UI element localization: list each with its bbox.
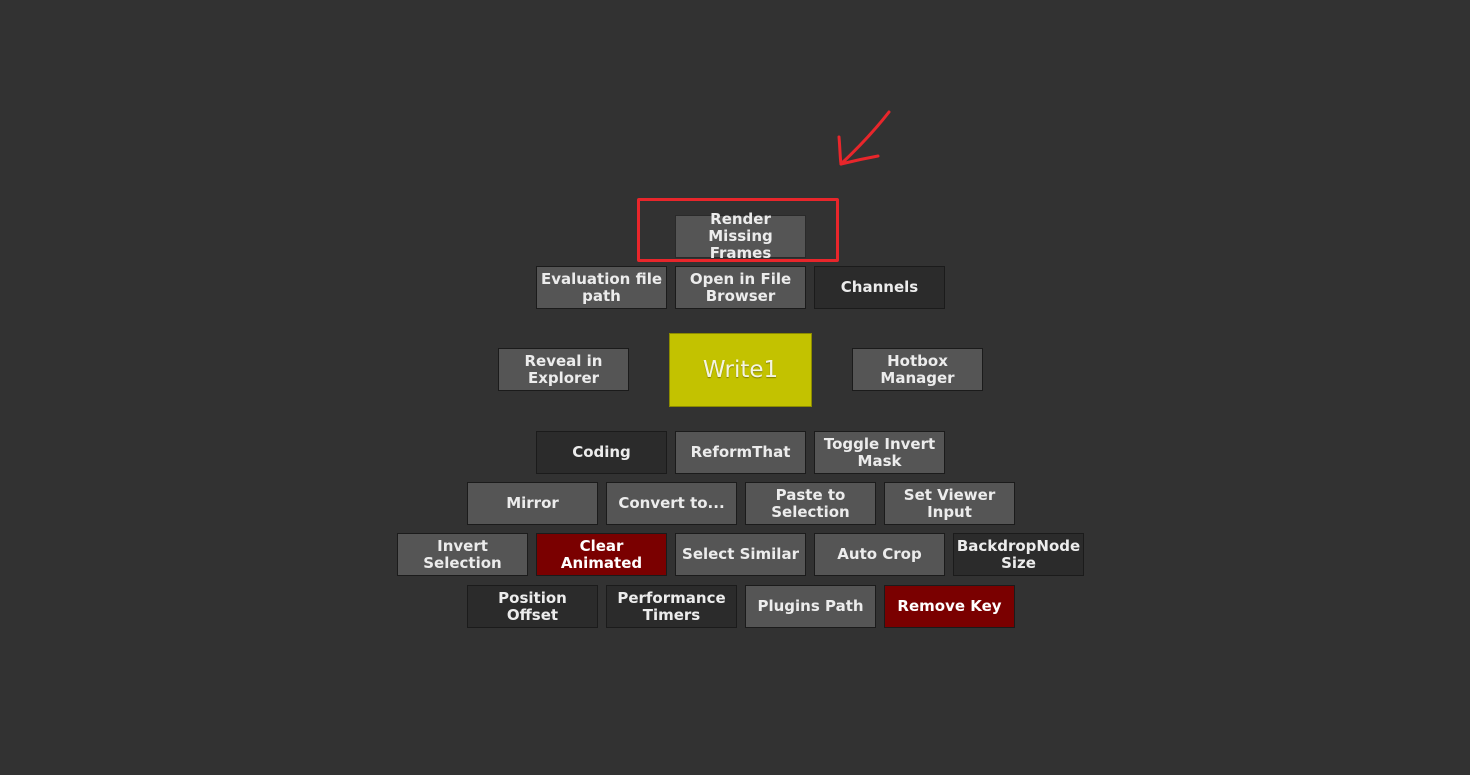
render-missing-frames-button[interactable]: Render Missing Frames bbox=[675, 211, 806, 262]
paste-to-selection-button[interactable]: Paste to Selection bbox=[745, 482, 876, 525]
toggle-invert-mask-button[interactable]: Toggle Invert Mask bbox=[814, 431, 945, 474]
hotbox-manager-button[interactable]: Hotbox Manager bbox=[852, 348, 983, 391]
remove-key-button[interactable]: Remove Key bbox=[884, 585, 1015, 628]
invert-selection-button[interactable]: Invert Selection bbox=[397, 533, 528, 576]
mirror-button[interactable]: Mirror bbox=[467, 482, 598, 525]
annotation-arrow-icon bbox=[837, 110, 891, 166]
open-in-file-browser-button[interactable]: Open in File Browser bbox=[675, 266, 806, 309]
auto-crop-button[interactable]: Auto Crop bbox=[814, 533, 945, 576]
set-viewer-input-button[interactable]: Set Viewer Input bbox=[884, 482, 1015, 525]
backdropnode-size-button[interactable]: BackdropNode Size bbox=[953, 533, 1084, 576]
node-write1-button[interactable]: Write1 bbox=[669, 333, 812, 407]
evaluation-file-path-button[interactable]: Evaluation file path bbox=[536, 266, 667, 309]
convert-to-button[interactable]: Convert to... bbox=[606, 482, 737, 525]
select-similar-button[interactable]: Select Similar bbox=[675, 533, 806, 576]
coding-button[interactable]: Coding bbox=[536, 431, 667, 474]
plugins-path-button[interactable]: Plugins Path bbox=[745, 585, 876, 628]
reveal-in-explorer-button[interactable]: Reveal in Explorer bbox=[498, 348, 629, 391]
performance-timers-button[interactable]: Performance Timers bbox=[606, 585, 737, 628]
clear-animated-button[interactable]: Clear Animated bbox=[536, 533, 667, 576]
reformthat-button[interactable]: ReformThat bbox=[675, 431, 806, 474]
channels-button[interactable]: Channels bbox=[814, 266, 945, 309]
position-offset-button[interactable]: Position Offset bbox=[467, 585, 598, 628]
